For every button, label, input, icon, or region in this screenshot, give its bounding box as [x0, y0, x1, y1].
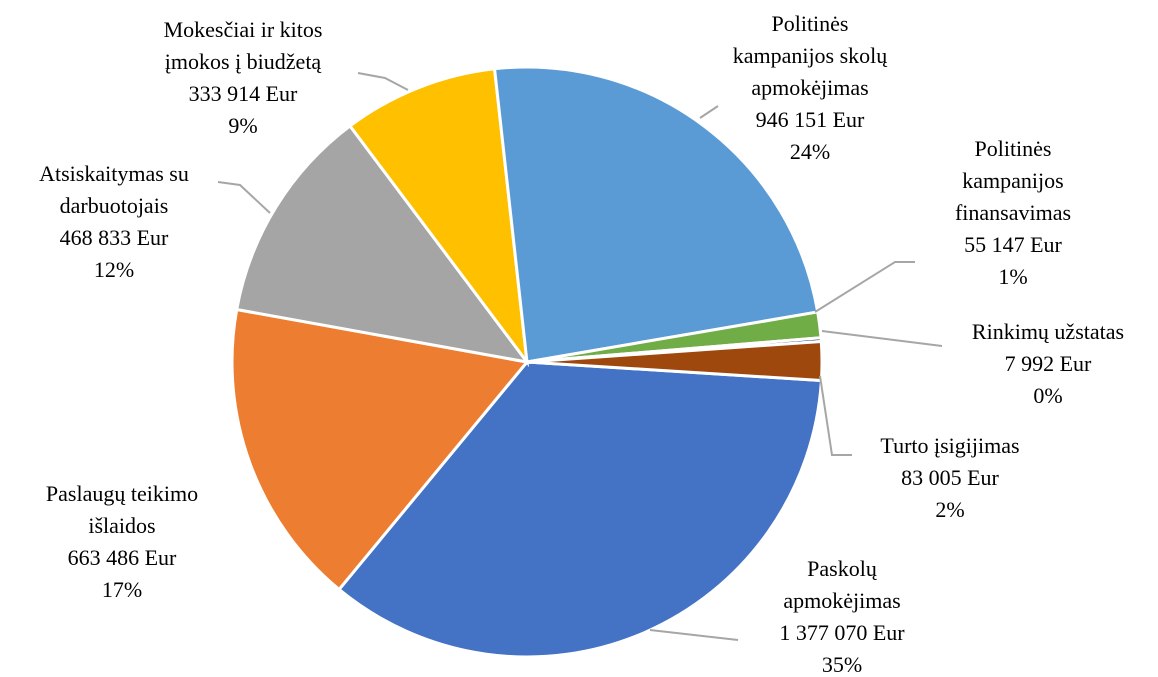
percent-label: 17%	[101, 577, 143, 602]
data-label: Paslaugų teikimo išlaidos 663 486 Eur 17%	[0, 478, 252, 606]
percent-label: 1%	[998, 264, 1028, 289]
percent-label: 0%	[1033, 383, 1063, 408]
value-label: 7 992 Eur	[1004, 351, 1092, 376]
data-label: Atsiskaitymas su darbuotojais 468 833 Eur…	[0, 158, 244, 286]
category-label: Mokesčiai ir kitos įmokos į biudžetą	[163, 17, 323, 74]
value-label: 946 151 Eur	[755, 107, 865, 132]
category-label: Paskolų apmokėjimas	[783, 556, 901, 613]
leader-line	[357, 72, 409, 91]
percent-label: 35%	[821, 652, 863, 677]
value-label: 333 914 Eur	[188, 81, 298, 106]
leader-line	[814, 261, 915, 313]
category-label: Rinkimų užstatas	[971, 319, 1125, 344]
category-label: Atsiskaitymas su darbuotojais	[39, 161, 189, 218]
data-label: Turto įsigijimas 83 005 Eur 2%	[820, 430, 1080, 526]
percent-label: 9%	[228, 113, 258, 138]
percent-label: 2%	[935, 497, 965, 522]
value-label: 1 377 070 Eur	[779, 620, 905, 645]
leader-line	[217, 181, 271, 214]
value-label: 55 147 Eur	[964, 232, 1062, 257]
pie-slice	[234, 123, 531, 365]
percent-label: 12%	[93, 257, 135, 282]
data-label: Paskolų apmokėjimas 1 377 070 Eur 35%	[712, 553, 972, 677]
category-label: Turto įsigijimas	[880, 433, 1020, 458]
category-label: Politinės kampanijos finansavimas	[954, 136, 1072, 225]
data-label: Mokesčiai ir kitos įmokos į biudžetą 333 …	[113, 14, 373, 142]
leader-line	[649, 629, 739, 641]
percent-label: 24%	[789, 139, 831, 164]
pie-slice	[492, 65, 820, 364]
leader-line	[819, 375, 852, 456]
pie-slice	[347, 67, 530, 368]
category-label: Politinės kampanijos skolų apmokėjimas	[732, 11, 888, 100]
value-label: 663 486 Eur	[67, 545, 177, 570]
pie-slice	[336, 360, 824, 659]
value-label: 468 833 Eur	[59, 225, 169, 250]
pie-slice	[230, 307, 530, 592]
data-label: Politinės kampanijos skolų apmokėjimas 94…	[680, 8, 940, 168]
leader-line	[821, 330, 943, 347]
leader-line	[699, 105, 719, 119]
value-label: 83 005 Eur	[901, 465, 999, 490]
data-label: Politinės kampanijos finansavimas 55 147 …	[883, 133, 1143, 293]
data-label: Rinkimų užstatas 7 992 Eur 0%	[918, 316, 1158, 412]
category-label: Paslaugų teikimo išlaidos	[45, 481, 199, 538]
